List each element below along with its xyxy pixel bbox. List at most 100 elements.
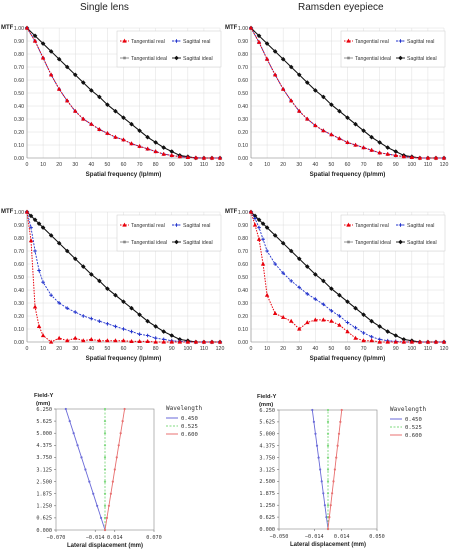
y-tick-label: 1.875 (259, 491, 275, 497)
data-point (89, 316, 94, 321)
data-point (326, 504, 330, 507)
y-tick-label: 0.00 (14, 340, 24, 346)
data-point (137, 332, 142, 336)
data-point (393, 333, 399, 338)
data-point (153, 149, 158, 154)
x-tick-label: 70 (361, 162, 367, 168)
data-point (169, 149, 175, 154)
data-point (248, 25, 254, 30)
data-point (252, 213, 258, 219)
data-point (289, 98, 294, 103)
x-tick-label: 60 (345, 162, 351, 168)
legend-marker (123, 240, 126, 244)
data-point (377, 324, 382, 329)
data-point (72, 432, 75, 435)
data-point (329, 286, 334, 291)
data-point (48, 233, 54, 238)
data-point (129, 338, 134, 343)
y-tick-label: 5.000 (259, 432, 275, 438)
data-point (145, 338, 150, 343)
data-point (24, 25, 30, 30)
data-point (272, 233, 278, 238)
data-point (329, 132, 334, 137)
y-tick-label: 4.375 (259, 444, 275, 450)
y-tick-label: 0.20 (238, 314, 248, 320)
y-tick-label: 0.20 (238, 130, 248, 136)
data-point (369, 338, 374, 343)
y-tick-label: 0.40 (238, 104, 248, 110)
y-tick-label: 4.375 (36, 443, 52, 449)
x-axis-label: Lateral displacement (mm) (290, 542, 366, 548)
data-point (129, 329, 134, 334)
data-point (272, 311, 278, 315)
data-point (68, 420, 71, 423)
legend-marker (174, 39, 179, 43)
y-tick-label: 0.625 (259, 515, 275, 521)
data-point (361, 312, 366, 317)
data-point (49, 293, 53, 297)
data-point (113, 108, 118, 114)
data-point (345, 115, 350, 120)
data-point (425, 339, 431, 344)
data-point (65, 338, 70, 343)
data-point (385, 339, 390, 344)
data-point (40, 55, 46, 60)
data-point (288, 64, 294, 70)
y-tick-label: 2.500 (259, 479, 275, 485)
data-point (80, 80, 86, 85)
legend-label: Sagittal real (407, 223, 434, 229)
data-point (297, 326, 302, 331)
data-point (48, 339, 54, 344)
data-point (393, 153, 398, 157)
y-tick-label: 0.80 (14, 236, 24, 242)
data-point (105, 338, 110, 343)
y-tick-label: 0.40 (14, 104, 24, 110)
data-point (326, 444, 330, 447)
x-tick-label: 90 (169, 162, 175, 168)
x-tick-label: 20 (56, 162, 62, 168)
legend-box (116, 214, 222, 252)
y-axis-unit: (mm) (259, 402, 273, 408)
data-point (417, 155, 423, 160)
y-tick-label: 0.70 (238, 65, 248, 71)
data-point (361, 338, 366, 343)
data-point (425, 155, 431, 160)
x-tick-label: 100 (184, 346, 193, 352)
y-tick-label: 3.750 (36, 455, 52, 461)
data-point (113, 324, 118, 329)
data-point (289, 279, 294, 283)
data-point (72, 72, 78, 78)
data-point (433, 339, 439, 344)
data-point (64, 64, 70, 70)
legend-label: Tangential ideal (131, 240, 167, 246)
data-point (289, 318, 294, 323)
x-tick-label: −0.014 (305, 534, 324, 540)
mtf-ramsden-top: 0.00 0.10 0.20 0.30 0.40 0.50 0.60 0.70 0.80 0.90… (225, 25, 448, 178)
legend-marker (122, 222, 127, 227)
y-tick-label: 6.250 (259, 408, 275, 414)
legend-marker (398, 223, 403, 227)
y-tick-label: 0.60 (14, 262, 24, 268)
data-point (97, 94, 102, 100)
data-point (296, 256, 302, 262)
data-point (256, 33, 262, 39)
data-point (64, 248, 70, 254)
data-point (89, 337, 94, 341)
data-point (145, 333, 150, 338)
y-tick-label: 0.30 (238, 301, 248, 307)
x-tick-label: 90 (393, 162, 399, 168)
data-point (105, 286, 110, 291)
data-point (153, 324, 158, 329)
x-tick-label: −0.070 (47, 535, 66, 541)
legend-label: 0.600 (405, 433, 422, 439)
x-tick-label: −0.050 (270, 534, 289, 540)
x-tick-label: 0 (250, 346, 253, 352)
legend-marker (346, 38, 351, 43)
data-point (441, 155, 447, 160)
data-point (73, 108, 78, 113)
data-point (326, 480, 330, 483)
data-point (326, 468, 330, 471)
data-point (256, 236, 262, 241)
y-axis-label: Field-Y (34, 393, 53, 399)
data-point (297, 108, 302, 113)
